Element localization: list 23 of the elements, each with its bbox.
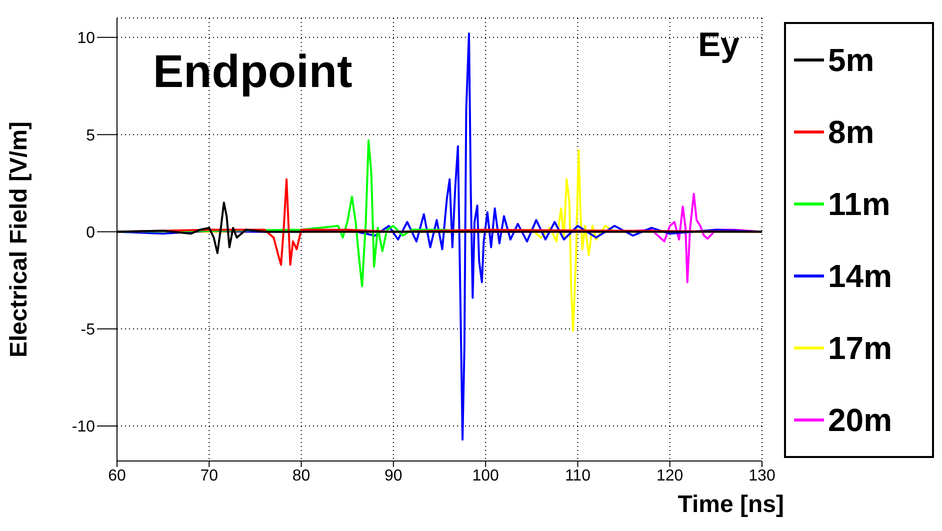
y-tick-label: 10: [77, 30, 96, 48]
x-tick-label: 100: [472, 467, 500, 484]
legend-label: 8m: [828, 114, 874, 150]
annotation: Ey: [698, 26, 740, 65]
annotation: Endpoint: [153, 44, 352, 98]
x-tick-label: 60: [108, 467, 126, 484]
legend-label: 20m: [828, 402, 892, 438]
y-tick-label: 0: [86, 224, 96, 242]
x-tick-label: 130: [748, 467, 776, 484]
legend-label: 11m: [828, 186, 890, 222]
y-tick-label: 5: [86, 127, 96, 144]
legend-label: 5m: [828, 42, 874, 78]
legend-label: 14m: [828, 258, 892, 294]
y-axis-title: Electrical Field [V/m]: [6, 121, 33, 358]
y-tick-label: -10: [72, 418, 96, 436]
legend-label: 17m: [828, 330, 892, 366]
x-tick-label: 110: [564, 467, 591, 484]
x-axis-title: Time [ns]: [678, 491, 784, 519]
y-tick-label: -5: [80, 322, 96, 339]
x-tick-label: 90: [384, 467, 402, 484]
x-tick-label: 70: [200, 467, 218, 484]
x-tick-label: 80: [292, 467, 310, 484]
x-tick-label: 120: [656, 467, 684, 484]
